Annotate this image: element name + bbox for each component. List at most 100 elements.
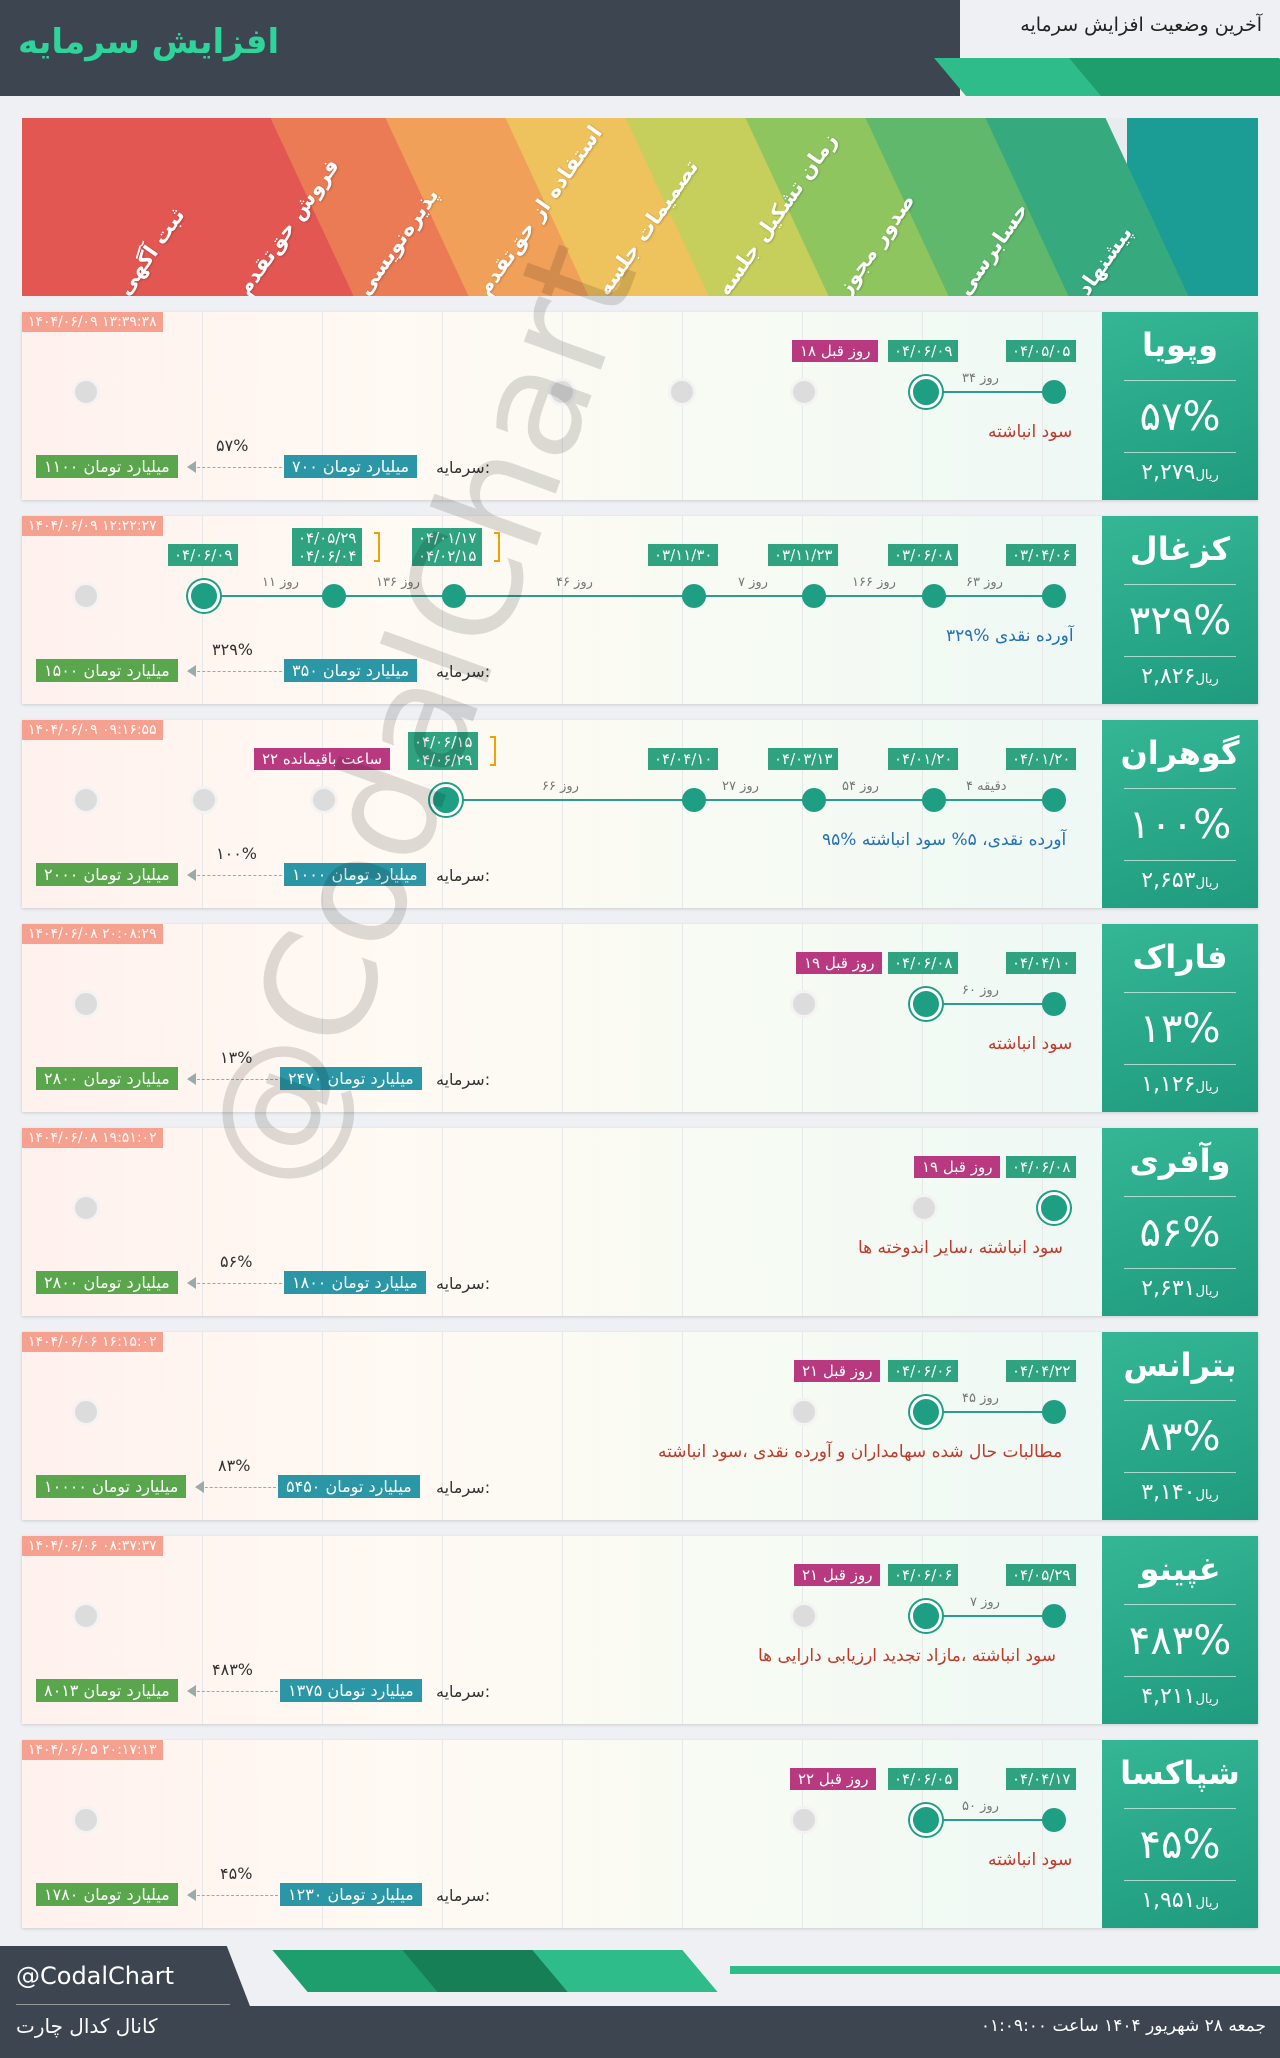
stage-node-current[interactable] xyxy=(188,580,220,612)
capital-increase-card[interactable]: ۱۴۰۴/۰۶/۰۶ ۱۶:۱۵:۰۲ ۰۴/۰۴/۲۲ ۰۴/۰۶/۰۶ ۲۱… xyxy=(22,1332,1258,1520)
capital-label: سرمایه: xyxy=(436,1886,491,1905)
capital-increase-card[interactable]: ۱۴۰۴/۰۶/۰۸ ۱۹:۵۱:۰۲ ۰۴/۰۶/۰۸ ۱۹ روز قبل … xyxy=(22,1128,1258,1316)
symbol-panel[interactable]: شپاکسا ۴۵% ۱,۹۵۱ریال xyxy=(1102,1740,1258,1928)
symbol-name: وپویا xyxy=(1142,326,1218,364)
stage-node-empty[interactable] xyxy=(72,786,100,814)
stage-node-empty[interactable] xyxy=(72,1194,100,1222)
stage-node-done[interactable] xyxy=(802,584,826,608)
grid-line xyxy=(442,516,443,704)
grid-line xyxy=(442,1536,443,1724)
grid-line xyxy=(802,312,803,500)
stage-node-empty[interactable] xyxy=(790,1398,818,1426)
capital-increase-card[interactable]: ۱۴۰۴/۰۶/۰۵ ۲۰:۱۷:۱۳ ۰۴/۰۴/۱۷ ۰۴/۰۶/۰۵ ۲۲… xyxy=(22,1740,1258,1928)
capital-label: سرمایه: xyxy=(436,1070,491,1089)
stage-node-done[interactable] xyxy=(802,788,826,812)
divider xyxy=(1124,584,1236,585)
stage-node-current[interactable] xyxy=(910,376,942,408)
stage-node-empty[interactable] xyxy=(790,1806,818,1834)
stage-node-empty[interactable] xyxy=(668,378,696,406)
stage-node-done[interactable] xyxy=(1042,1604,1066,1628)
stage-node-current[interactable] xyxy=(910,1804,942,1836)
capital-label: سرمایه: xyxy=(436,1682,491,1701)
stage-date: ۰۴/۰۶/۱۵ xyxy=(414,733,473,751)
stage-node-done[interactable] xyxy=(322,584,346,608)
gap-days: ۴۵ روز xyxy=(962,1391,999,1406)
page-subtitle: آخرین وضعیت افزایش سرمایه xyxy=(1020,14,1262,36)
update-timestamp: ۱۴۰۴/۰۶/۰۹ ۱۳:۳۹:۳۸ xyxy=(22,312,163,332)
symbol-panel[interactable]: وپویا ۵۷% ۲,۲۷۹ریال xyxy=(1102,312,1258,500)
stage-node-empty[interactable] xyxy=(548,378,576,406)
stage-node-empty[interactable] xyxy=(72,990,100,1018)
stage-node-done[interactable] xyxy=(1042,1808,1066,1832)
stage-node-empty[interactable] xyxy=(310,786,338,814)
stage-node-done[interactable] xyxy=(922,584,946,608)
stage-node-done[interactable] xyxy=(1042,1400,1066,1424)
capital-old: ۱۳۷۵ میلیارد تومان xyxy=(280,1679,422,1702)
stage-node-empty[interactable] xyxy=(72,582,100,610)
bracket-icon xyxy=(374,532,380,562)
capital-arrow xyxy=(192,1283,282,1284)
stage-date: ۰۴/۰۵/۲۹ xyxy=(298,529,357,547)
stage-node-empty[interactable] xyxy=(790,378,818,406)
stage-node-empty[interactable] xyxy=(72,378,100,406)
symbol-name: بترانس xyxy=(1123,1346,1237,1384)
capital-percent: ۸۳% xyxy=(218,1456,251,1475)
stage-node-done[interactable] xyxy=(682,584,706,608)
stage-node-done[interactable] xyxy=(682,788,706,812)
grid-line xyxy=(322,1536,323,1724)
currency: ریال xyxy=(1195,1896,1219,1911)
stage-node-current[interactable] xyxy=(910,1396,942,1428)
symbol-panel[interactable]: وآفری ۵۶% ۲,۶۳۱ریال xyxy=(1102,1128,1258,1316)
arrow-head-icon xyxy=(187,1073,196,1085)
stage-node-done[interactable] xyxy=(1042,788,1066,812)
currency: ریال xyxy=(1195,1488,1219,1503)
grid-line xyxy=(442,924,443,1112)
symbol-panel[interactable]: بترانس ۸۳% ۳,۱۴۰ریال xyxy=(1102,1332,1258,1520)
capital-increase-card[interactable]: ۱۴۰۴/۰۶/۰۹ ۱۳:۳۹:۳۸ ۰۴/۰۵/۰۵ ۰۴/۰۶/۰۹ ۱۸… xyxy=(22,312,1258,500)
stage-node-empty[interactable] xyxy=(190,786,218,814)
capital-increase-card[interactable]: ۱۴۰۴/۰۶/۰۹ ۰۹:۱۶:۵۵ ۰۴/۰۱/۲۰ ۰۴/۰۱/۲۰ ۰۴… xyxy=(22,720,1258,908)
stage-node-done[interactable] xyxy=(1042,584,1066,608)
stage-node-done[interactable] xyxy=(442,584,466,608)
symbol-panel[interactable]: کزغال ۳۲۹% ۲,۸۲۶ریال xyxy=(1102,516,1258,704)
stage-node-empty[interactable] xyxy=(72,1602,100,1630)
symbol-panel[interactable]: گوهران ۱۰۰% ۲,۶۵۳ریال xyxy=(1102,720,1258,908)
price-value: ۳,۱۴۰ xyxy=(1141,1480,1196,1505)
source-note: سود انباشته xyxy=(988,422,1073,442)
stage-node-done[interactable] xyxy=(1042,992,1066,1016)
stage-node-done[interactable] xyxy=(922,788,946,812)
price: ۱,۹۵۱ریال xyxy=(1102,1888,1258,1913)
price: ۴,۲۱۱ریال xyxy=(1102,1684,1258,1709)
grid-line xyxy=(682,516,683,704)
gap-days: ۲۷ روز xyxy=(722,779,759,794)
stage-node-current[interactable] xyxy=(1038,1192,1070,1224)
update-timestamp: ۱۴۰۴/۰۶/۰۸ ۲۰:۰۸:۲۹ xyxy=(22,924,163,944)
bracket-icon xyxy=(494,532,500,562)
stage-node-current[interactable] xyxy=(910,1600,942,1632)
stage-node-current[interactable] xyxy=(910,988,942,1020)
capital-increase-card[interactable]: ۱۴۰۴/۰۶/۰۸ ۲۰:۰۸:۲۹ ۰۴/۰۴/۱۰ ۰۴/۰۶/۰۸ ۱۹… xyxy=(22,924,1258,1112)
stage-node-current[interactable] xyxy=(430,784,462,816)
symbol-name: فاراک xyxy=(1132,938,1228,976)
symbol-panel[interactable]: غپینو ۴۸۳% ۴,۲۱۱ریال xyxy=(1102,1536,1258,1724)
stage-node-done[interactable] xyxy=(1042,380,1066,404)
timeline-track xyxy=(922,1411,1064,1413)
capital-increase-card[interactable]: ۱۴۰۴/۰۶/۰۶ ۰۸:۳۷:۳۷ ۰۴/۰۵/۲۹ ۰۴/۰۶/۰۶ ۲۱… xyxy=(22,1536,1258,1724)
capital-increase-card[interactable]: ۱۴۰۴/۰۶/۰۹ ۱۲:۲۲:۲۷ ۰۳/۰۴/۰۶ ۰۳/۰۶/۰۸ ۰۳… xyxy=(22,516,1258,704)
stage-node-empty[interactable] xyxy=(910,1194,938,1222)
stage-node-empty[interactable] xyxy=(790,1602,818,1630)
update-timestamp: ۱۴۰۴/۰۶/۰۶ ۱۶:۱۵:۰۲ xyxy=(22,1332,163,1352)
stage-node-empty[interactable] xyxy=(72,1806,100,1834)
grid-line xyxy=(202,1332,203,1520)
divider xyxy=(1124,1808,1236,1809)
stage-node-empty[interactable] xyxy=(72,1398,100,1426)
stage-date: ۰۳/۱۱/۲۳ xyxy=(768,544,839,566)
grid-line xyxy=(562,1332,563,1520)
source-note: سود انباشته ،سایر اندوخته ها xyxy=(858,1238,1063,1258)
stage-node-empty[interactable] xyxy=(790,990,818,1018)
symbol-panel[interactable]: فاراک ۱۳% ۱,۱۲۶ریال xyxy=(1102,924,1258,1112)
bracket-icon xyxy=(490,736,496,766)
capital-label: سرمایه: xyxy=(436,866,491,885)
footer-datetime: جمعه ۲۸ شهریور ۱۴۰۴ ساعت ۰۱:۰۹:۰۰ xyxy=(980,2016,1266,2036)
footer-handle[interactable]: @CodalChart xyxy=(16,1962,175,1990)
